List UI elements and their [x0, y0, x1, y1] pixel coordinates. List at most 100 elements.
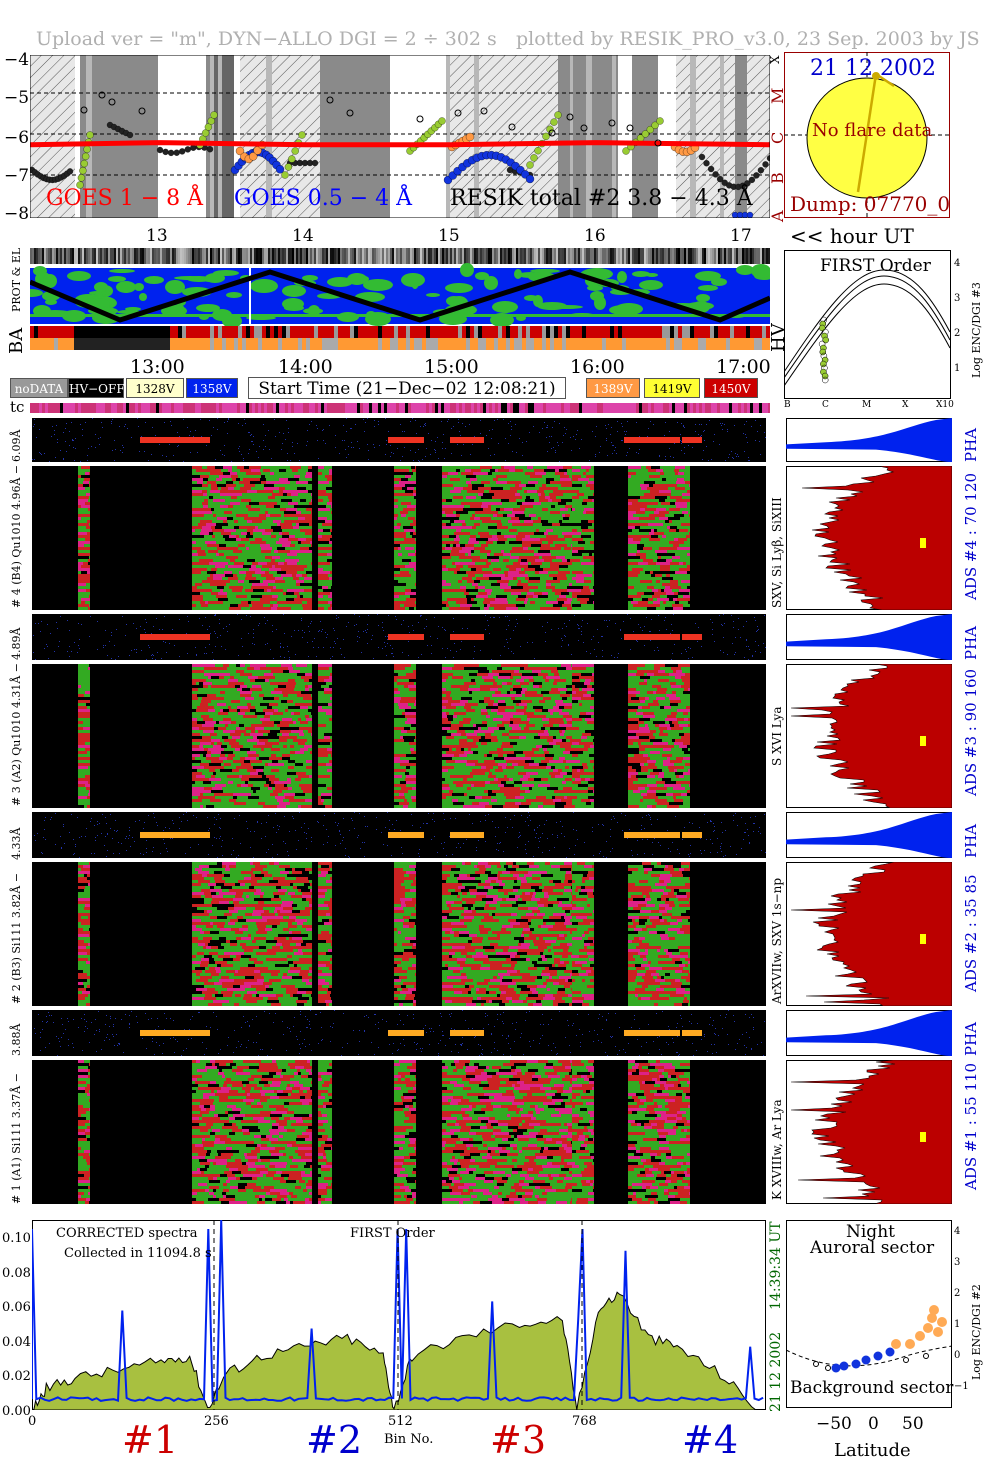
spectrogram-cell — [476, 568, 482, 571]
spectrogram-cell — [466, 571, 471, 574]
spectrogram-cell — [664, 472, 675, 475]
ba-bar — [286, 326, 290, 338]
spectrogram-cell — [327, 532, 331, 535]
pha-noise — [238, 448, 239, 449]
spectrogram-cell — [415, 517, 416, 520]
tc-bar — [159, 403, 162, 413]
spectrogram-cell — [216, 523, 228, 526]
pha-noise — [199, 618, 200, 619]
spectrogram-cell — [674, 538, 678, 541]
pha-noise — [384, 642, 385, 643]
prot-el-bar — [44, 248, 46, 264]
spectrogram-cell — [491, 559, 499, 562]
spectrogram-cell — [654, 568, 660, 571]
spectrogram-cell — [510, 556, 519, 559]
pha-noise — [358, 631, 359, 632]
tc-bar — [669, 403, 672, 413]
ba-bar — [618, 326, 622, 338]
prot-el-bar — [648, 248, 650, 264]
spectrogram-cell — [678, 538, 687, 541]
spectrogram-cell — [670, 526, 677, 529]
spectrogram-cell — [534, 574, 546, 577]
spectrogram-cell — [294, 568, 304, 571]
spectrogram-cell — [215, 526, 222, 529]
spectrogram-cell — [667, 595, 678, 598]
spectrogram-cell — [277, 598, 286, 601]
spectrogram-cell — [394, 562, 405, 565]
goes-band-light — [586, 55, 592, 218]
spectrogram-cell — [261, 487, 264, 490]
spectrogram-cell — [533, 523, 542, 526]
pha-noise — [494, 617, 495, 618]
spectrogram-cell — [402, 553, 408, 556]
spectrogram-cell — [491, 583, 500, 586]
pha-noise — [58, 646, 59, 647]
spectrogram-cell — [491, 517, 501, 520]
spectrogram-cell — [476, 526, 485, 529]
spectrogram-cell — [525, 472, 535, 475]
pha-noise — [697, 641, 698, 642]
pha-noise — [285, 439, 286, 440]
pha-noise — [435, 450, 436, 451]
spectrogram-cell — [541, 493, 545, 496]
prot-el-bar — [482, 248, 484, 264]
spectrogram-cell — [516, 535, 525, 538]
hv-bar — [530, 338, 534, 350]
tc-bar — [303, 403, 306, 413]
spectrogram-cell — [532, 487, 539, 490]
pha-noise — [318, 647, 319, 648]
tc-bar — [561, 403, 564, 413]
goes-resik-point — [179, 148, 186, 155]
goes-band — [206, 55, 212, 218]
spectrogram-cell — [576, 574, 585, 577]
tc-bar — [486, 403, 489, 413]
pha-noise — [95, 434, 96, 435]
spectrogram-cell — [506, 607, 518, 610]
hv-bar — [434, 338, 438, 350]
hv-bar — [274, 338, 278, 350]
pha-noise — [138, 426, 139, 427]
pha-noise — [385, 454, 386, 455]
spectrogram-cell — [525, 499, 534, 502]
spectrogram-cell — [677, 598, 680, 601]
pha-noise — [630, 649, 631, 650]
pha-noise — [357, 441, 358, 442]
spectrogram-cell — [661, 556, 669, 559]
map-land-patch — [639, 280, 663, 290]
prot-el-bar — [472, 248, 474, 264]
goes-resik-point — [77, 174, 86, 182]
pha-noise — [738, 456, 739, 457]
pha-noise — [118, 656, 119, 657]
spectrogram-cell — [394, 532, 406, 535]
prot-el-bar — [34, 248, 36, 264]
spectrogram-cell — [394, 481, 399, 484]
pha-noise — [355, 424, 356, 425]
pha-noise — [122, 445, 123, 446]
spectrogram-cell — [593, 589, 594, 592]
pha-noise — [698, 434, 699, 435]
spectrogram-cell — [521, 568, 524, 571]
pha-noise — [561, 646, 562, 647]
spectrogram-cell — [306, 544, 311, 547]
spectrogram-cell — [331, 505, 332, 508]
spectrogram-cell — [516, 598, 525, 601]
spectrogram-cell — [234, 508, 237, 511]
spectrogram-cell — [286, 586, 293, 589]
spectrogram-cell — [664, 532, 670, 535]
pha-noise — [665, 422, 666, 423]
hv-bar — [166, 338, 170, 350]
spectrogram-cell — [78, 532, 87, 535]
spectrogram-cell — [192, 478, 203, 481]
pha-noise — [393, 656, 394, 657]
pha-noise — [418, 657, 419, 658]
pha-noise — [39, 429, 40, 430]
pha-noise — [249, 449, 250, 450]
spectrogram-cell — [511, 517, 519, 520]
ba-bar — [650, 326, 654, 338]
spectrogram-cell — [472, 484, 484, 487]
hv-bar — [266, 338, 270, 350]
tc-bar — [618, 403, 621, 413]
ba-bar — [58, 326, 62, 338]
pha-noise — [243, 460, 244, 461]
spectrogram-cell — [636, 472, 639, 475]
